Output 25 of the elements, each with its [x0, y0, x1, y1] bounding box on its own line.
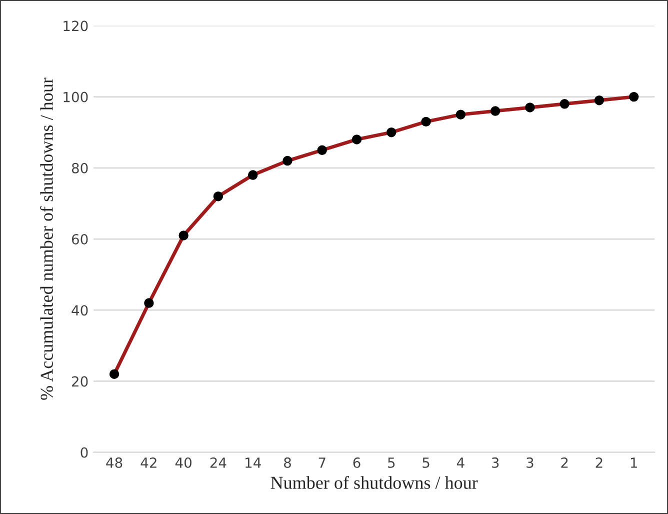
y-tick-label: 60: [72, 234, 88, 244]
x-tick-label: 24: [210, 457, 226, 468]
y-tick-label: 120: [64, 20, 88, 32]
y-tick-label: 80: [72, 162, 88, 174]
x-tick-label: 8: [284, 457, 291, 468]
x-tick-label: 14: [246, 458, 261, 468]
x-tick-label: 3: [492, 457, 499, 468]
x-tick-label: 6: [353, 457, 360, 468]
x-tick-label: 1: [630, 458, 637, 468]
x-axis-title: Number of shutdowns / hour: [270, 476, 478, 489]
y-tick-label: 40: [72, 305, 88, 316]
x-tick-label: 5: [388, 458, 395, 468]
x-tick-label: 2: [596, 457, 602, 468]
x-tick-label: 2: [561, 457, 568, 468]
y-axis-title: % Accumulated number of shutdowns / hour: [40, 78, 53, 400]
x-tick-label: 5: [422, 458, 430, 468]
y-tick-label: 100: [64, 92, 88, 102]
x-tick-label: 3: [526, 457, 534, 468]
x-tick-label: 7: [318, 458, 326, 468]
x-tick-label: 4: [456, 458, 464, 468]
y-tick-label: 20: [72, 376, 88, 387]
x-tick-label: 48: [106, 457, 122, 468]
y-tick-label: 0: [80, 447, 88, 458]
x-tick-label: 42: [140, 457, 156, 468]
x-tick-label: 40: [175, 457, 192, 468]
